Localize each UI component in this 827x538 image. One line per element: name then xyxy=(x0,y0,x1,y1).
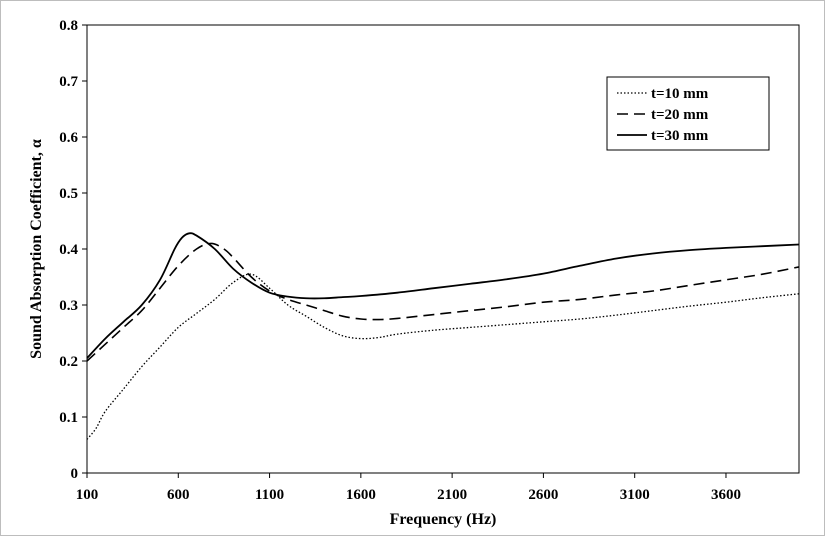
x-tick-label: 2100 xyxy=(437,487,467,503)
x-axis-label: Frequency (Hz) xyxy=(390,511,497,528)
y-tick-label: 0.3 xyxy=(59,298,78,314)
y-tick-label: 0.6 xyxy=(59,130,78,146)
y-tick-label: 0.5 xyxy=(59,186,78,202)
legend-label-t10: t=10 mm xyxy=(651,86,709,102)
legend: t=10 mm t=20 mm t=30 mm xyxy=(606,76,770,151)
y-axis: 0 0.1 0.2 0.3 0.4 0.5 0.6 0.7 0.8 xyxy=(59,18,87,482)
y-tick-label: 0.1 xyxy=(59,410,78,426)
x-tick-label: 3100 xyxy=(620,487,650,503)
x-tick-label: 100 xyxy=(76,487,99,503)
legend-label-t20: t=20 mm xyxy=(651,107,709,123)
series-line-t10 xyxy=(86,273,800,440)
y-tick-label: 0.4 xyxy=(59,242,78,258)
series-line-t30 xyxy=(86,232,800,359)
x-tick-label: 1600 xyxy=(346,487,376,503)
series-line-t20 xyxy=(86,242,800,362)
legend-label-t30: t=30 mm xyxy=(651,128,709,144)
x-tick-label: 2600 xyxy=(528,487,558,503)
x-axis: 100 600 1100 1600 2100 2600 3100 3600 xyxy=(76,473,741,503)
series-layer xyxy=(86,232,800,440)
x-tick-label: 3600 xyxy=(711,487,741,503)
x-tick-label: 1100 xyxy=(255,487,284,503)
x-tick-label: 600 xyxy=(167,487,190,503)
y-tick-label: 0.2 xyxy=(59,354,78,370)
y-tick-label: 0 xyxy=(71,466,79,482)
y-axis-label: Sound Absorption Coefficient, α xyxy=(28,139,45,359)
y-tick-label: 0.7 xyxy=(59,74,78,90)
y-tick-label: 0.8 xyxy=(59,18,78,34)
